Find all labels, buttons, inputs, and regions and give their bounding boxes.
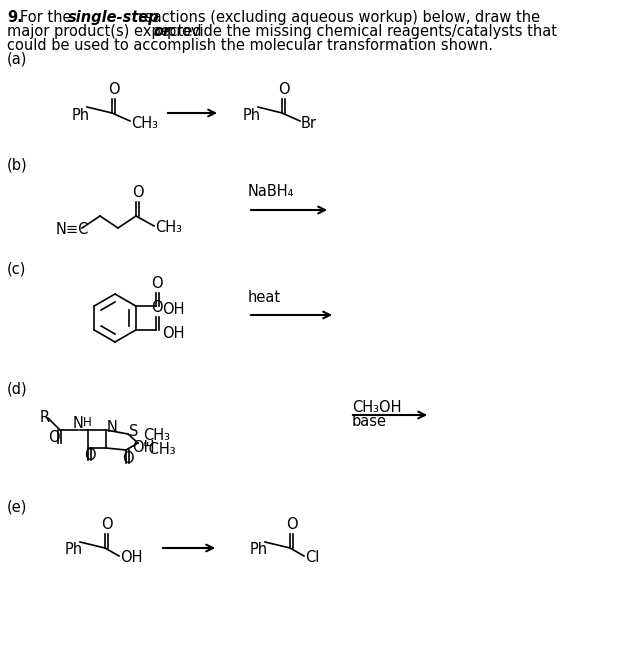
Text: For the: For the [20, 10, 71, 25]
Text: OH: OH [162, 301, 185, 316]
Text: provide the missing chemical reagents/catalysts that: provide the missing chemical reagents/ca… [167, 24, 557, 39]
Text: O: O [108, 82, 119, 97]
Text: N: N [107, 419, 118, 434]
Text: reactions (excluding aqueous workup) below, draw the: reactions (excluding aqueous workup) bel… [138, 10, 540, 25]
Text: Cl: Cl [305, 550, 319, 565]
Text: (a): (a) [7, 52, 27, 67]
Text: Ph: Ph [243, 107, 261, 122]
Text: O: O [122, 451, 134, 466]
Text: Br: Br [301, 115, 317, 130]
Text: Ph: Ph [72, 107, 90, 122]
Text: O: O [101, 517, 112, 532]
Text: CH₃: CH₃ [155, 221, 182, 236]
Text: N: N [73, 417, 84, 432]
Text: O: O [151, 300, 163, 315]
Text: OH: OH [162, 326, 185, 341]
Text: OH: OH [120, 550, 142, 565]
Text: base: base [352, 415, 387, 430]
Text: (b): (b) [7, 157, 28, 172]
Text: "CH₃: "CH₃ [143, 441, 176, 457]
Text: CH₃OH: CH₃OH [352, 400, 401, 415]
Text: H: H [83, 415, 92, 428]
Text: (c): (c) [7, 262, 26, 277]
Text: Ph: Ph [65, 542, 83, 557]
Text: heat: heat [248, 291, 281, 305]
Text: or: or [153, 24, 170, 39]
Text: O: O [132, 185, 143, 200]
Text: CH₃: CH₃ [143, 428, 170, 443]
Text: major product(s) expected: major product(s) expected [7, 24, 202, 39]
Text: single-step: single-step [68, 10, 160, 25]
Text: O: O [285, 517, 297, 532]
Text: 9.: 9. [7, 10, 23, 25]
Text: O: O [151, 276, 163, 291]
Text: OH: OH [132, 441, 154, 455]
Text: O: O [278, 82, 289, 97]
Text: CH₃: CH₃ [131, 115, 158, 130]
Text: O: O [48, 430, 60, 445]
Text: O: O [84, 448, 95, 463]
Text: S: S [129, 424, 139, 440]
Text: NaBH₄: NaBH₄ [248, 185, 294, 200]
Text: (d): (d) [7, 382, 28, 397]
Text: R: R [40, 411, 50, 426]
Text: (e): (e) [7, 500, 27, 515]
Text: could be used to accomplish the molecular transformation shown.: could be used to accomplish the molecula… [7, 38, 493, 53]
Text: Ph: Ph [250, 542, 268, 557]
Text: N≡C: N≡C [56, 223, 89, 238]
